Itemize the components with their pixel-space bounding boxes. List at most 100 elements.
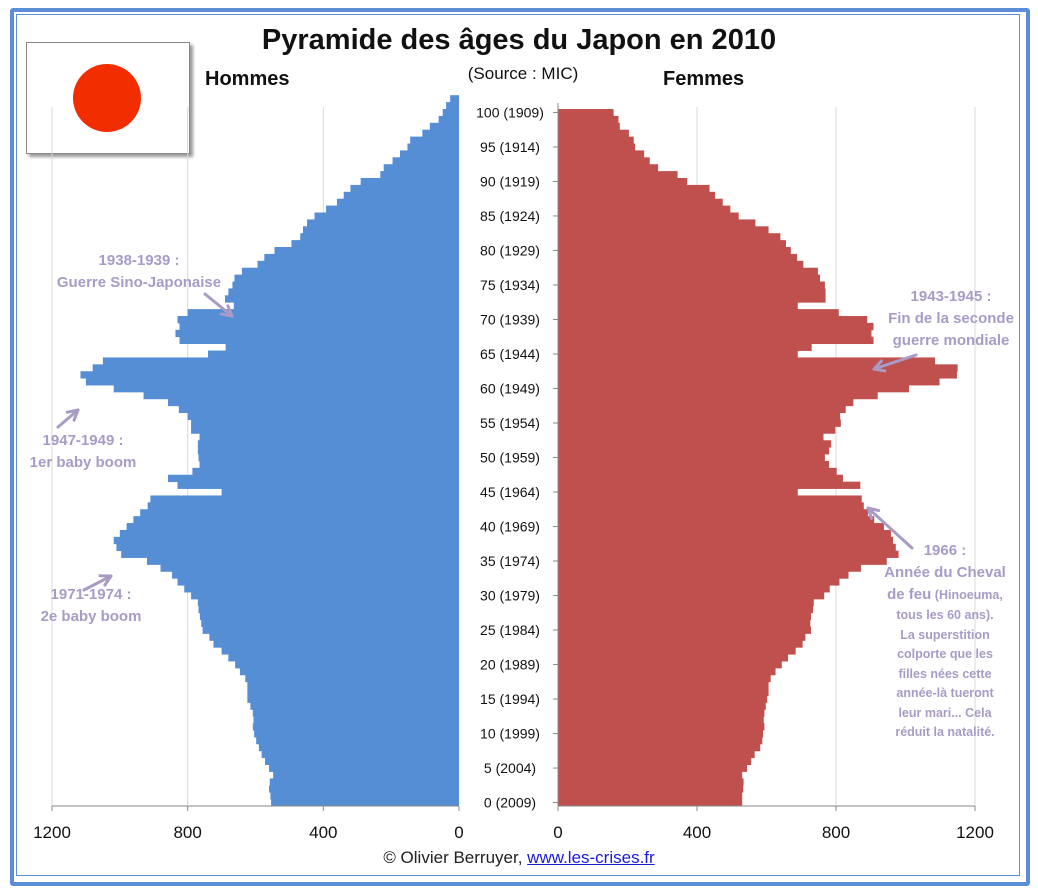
x-tick-label-left-1: 800 bbox=[173, 823, 201, 842]
men-bar-age-77 bbox=[241, 267, 459, 276]
women-bar-age-75 bbox=[558, 281, 825, 289]
men-bar-age-28 bbox=[198, 605, 459, 614]
annotation-1966-line1: 1966 : bbox=[923, 542, 967, 559]
arrow-1938 bbox=[203, 292, 234, 318]
women-bar-age-92 bbox=[558, 164, 659, 172]
men-bar-age-80 bbox=[274, 247, 459, 255]
men-bar-age-34 bbox=[160, 564, 459, 572]
age-label-70: 70 (1939) bbox=[480, 311, 540, 327]
women-bar-age-10 bbox=[558, 730, 764, 738]
women-bar-age-66 bbox=[558, 343, 812, 351]
women-bar-age-91 bbox=[558, 171, 678, 179]
men-bar-age-82 bbox=[300, 233, 459, 241]
women-bar-age-9 bbox=[558, 736, 763, 745]
men-bar-age-88 bbox=[343, 191, 459, 200]
footer-link[interactable]: www.les-crises.fr bbox=[527, 848, 655, 867]
women-bar-age-11 bbox=[558, 723, 765, 731]
women-bar-age-69 bbox=[558, 322, 874, 331]
women-bar-age-81 bbox=[558, 240, 786, 248]
men-bar-age-undefined bbox=[446, 102, 459, 110]
women-bar-age-13 bbox=[558, 709, 765, 717]
age-label-75: 75 (1934) bbox=[480, 277, 540, 293]
age-label-30: 30 (1979) bbox=[480, 588, 540, 604]
annotation-1966-line4: tous les 60 ans). bbox=[896, 608, 994, 622]
women-bar-age-45 bbox=[558, 488, 798, 496]
men-bar-age-11 bbox=[252, 723, 459, 731]
men-bar-age-37 bbox=[116, 543, 459, 552]
women-bar-age-19 bbox=[558, 667, 776, 676]
men-bar-age-33 bbox=[172, 571, 459, 579]
men-bar-age-67 bbox=[179, 336, 459, 345]
women-bar-age-76 bbox=[558, 274, 821, 282]
age-label-95: 95 (1914) bbox=[480, 139, 540, 155]
women-bar-age-1 bbox=[558, 792, 743, 800]
women-bar-age-18 bbox=[558, 674, 771, 683]
men-bar-age-5 bbox=[269, 764, 459, 772]
women-bar-age-78 bbox=[558, 260, 804, 269]
women-bar-age-84 bbox=[558, 219, 756, 227]
women-bar-age-30 bbox=[558, 592, 825, 600]
men-bar-age-56 bbox=[187, 412, 460, 420]
age-label-20: 20 (1989) bbox=[480, 657, 540, 673]
arrow-1971-head bbox=[98, 574, 113, 587]
men-bar-age-22 bbox=[221, 647, 459, 655]
men-bar-age-65 bbox=[208, 350, 459, 358]
men-bar-age-42 bbox=[140, 509, 459, 517]
footer: © Olivier Berruyer, www.les-crises.fr bbox=[0, 848, 1038, 868]
men-bar-age-49 bbox=[199, 460, 460, 469]
x-tick-label-left-0: 1200 bbox=[33, 823, 71, 842]
men-bar-age-undefined bbox=[450, 95, 459, 103]
arrow-1966 bbox=[866, 506, 914, 550]
women-bar-age-95 bbox=[558, 143, 636, 151]
annotation-1966-line3b: (Hinoeuma, bbox=[931, 588, 1003, 602]
women-bar-age-39 bbox=[558, 529, 891, 538]
annotation-1947-line1: 1947-1949 : bbox=[42, 432, 124, 449]
women-bar-age-58 bbox=[558, 398, 854, 407]
men-bar-age-96 bbox=[410, 136, 459, 144]
annotation-1971: 1971-1974 : 2e baby boom bbox=[26, 584, 156, 628]
women-bar-age-100 bbox=[558, 109, 614, 117]
women-bar-age-61 bbox=[558, 378, 940, 386]
women-bar-age-23 bbox=[558, 640, 803, 648]
men-bar-age-25 bbox=[202, 626, 459, 634]
men-bar-age-55 bbox=[191, 419, 459, 427]
age-label-40: 40 (1969) bbox=[480, 519, 540, 535]
men-bar-age-44 bbox=[150, 495, 460, 503]
annotation-1966-line10: réduit la natalité. bbox=[895, 725, 995, 739]
men-bar-age-81 bbox=[291, 240, 459, 248]
women-bar-age-24 bbox=[558, 633, 806, 641]
women-bar-age-83 bbox=[558, 226, 769, 234]
women-bar-age-99 bbox=[558, 115, 619, 124]
men-bar-age-27 bbox=[199, 612, 459, 621]
women-bar-age-54 bbox=[558, 426, 836, 434]
women-bar-age-70 bbox=[558, 316, 868, 324]
men-bar-age-14 bbox=[250, 702, 459, 710]
men-bar-age-79 bbox=[264, 253, 459, 262]
age-label-25: 25 (1984) bbox=[480, 622, 540, 638]
men-bar-age-69 bbox=[179, 322, 459, 331]
women-bar-age-59 bbox=[558, 391, 878, 400]
women-bar-age-89 bbox=[558, 184, 710, 193]
women-bar-age-0 bbox=[558, 799, 743, 807]
men-bar-age-1 bbox=[270, 792, 459, 800]
women-bar-age-48 bbox=[558, 467, 837, 476]
women-bar-age-47 bbox=[558, 474, 843, 483]
men-bar-age-50 bbox=[198, 454, 459, 462]
women-bar-age-34 bbox=[558, 564, 862, 572]
annotation-1966: 1966 : Année du Cheval de feu (Hinoeuma,… bbox=[866, 540, 1024, 743]
women-bar-age-27 bbox=[558, 612, 811, 621]
men-bar-age-32 bbox=[177, 578, 460, 586]
women-bar-age-77 bbox=[558, 267, 818, 276]
annotation-1966-line5: La superstition bbox=[900, 627, 990, 642]
age-label-65: 65 (1944) bbox=[480, 346, 540, 362]
men-bar-age-7 bbox=[261, 750, 460, 759]
men-bar-age-36 bbox=[121, 550, 459, 558]
women-bar-age-7 bbox=[558, 750, 755, 759]
men-bar-age-73 bbox=[224, 295, 459, 303]
men-bar-age-38 bbox=[113, 536, 459, 545]
women-bar-age-79 bbox=[558, 253, 798, 262]
women-bar-age-4 bbox=[558, 771, 743, 779]
x-tick-label-left-2: 400 bbox=[309, 823, 337, 842]
age-label-60: 60 (1949) bbox=[480, 380, 540, 396]
